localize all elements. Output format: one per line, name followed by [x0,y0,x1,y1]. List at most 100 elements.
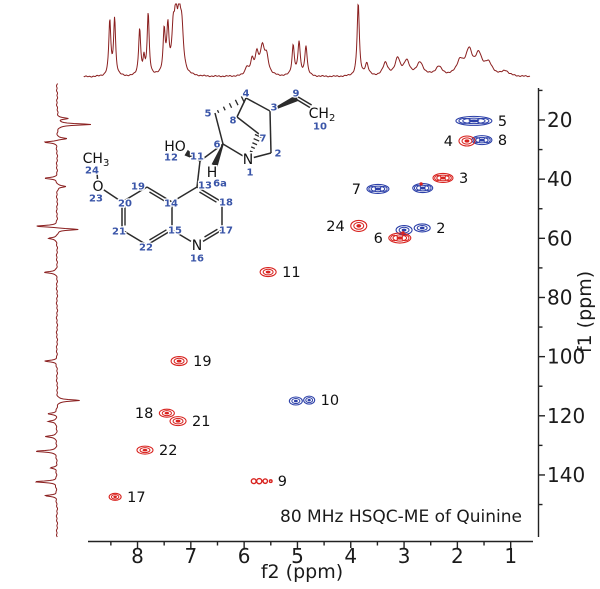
contour-ring [416,224,428,231]
contour-ring [432,172,454,184]
f1-tick-label: 80 [547,285,572,309]
peak-label-5: 5 [498,114,507,130]
bond-hash [250,146,256,150]
bond-hash [253,138,260,142]
atom-number-c11: 11 [190,152,204,163]
bond-double-inner [204,228,218,238]
peak-label-19: 19 [193,354,211,370]
figure-title: 80 MHz HSQC-ME of Quinine [280,507,522,527]
contour-ring [169,416,187,427]
f1-tick-label: 120 [547,404,585,428]
contour-ring [436,174,450,182]
artifact-speck [419,182,423,186]
bond-single [199,143,224,162]
peak-label-17: 17 [127,490,145,506]
contour-core [401,228,407,232]
bond-single [253,152,272,159]
atom-number-c4: 4 [243,89,250,100]
contour-ring [172,417,184,425]
contour-ring [395,224,413,236]
contour-ring [483,137,491,144]
bond-double [202,229,223,243]
cross-peak-24 [350,219,368,232]
contour-ring [458,117,472,124]
contour-ring [110,494,120,500]
bond-double [146,186,173,203]
contour-ring [366,183,390,194]
contour-ring [476,117,490,124]
peak-label-6: 6 [374,231,383,247]
bond-single [269,110,272,154]
molecule-structure: 192021221514131817N16O23CH32411HO12H6a65… [81,87,337,266]
bond-single [236,116,260,135]
f2-axis-title: f2 (ppm) [260,561,344,583]
atom-symbol-n1: N [243,152,253,168]
contour-ring [139,447,151,454]
contour-core [356,224,362,228]
peak-label-22: 22 [159,443,177,459]
contour-ring [350,219,368,232]
atom-symbol-n16: N [192,238,202,254]
peak-label-9: 9 [278,474,287,490]
contour-core [176,359,182,363]
atom-symbol-h6a: H [207,165,218,181]
contour-ring [475,136,489,144]
contour-core [142,448,148,452]
bond-single [103,189,123,203]
atom-symbol-c10: CH2 [309,106,336,124]
atom-number-c20: 20 [118,199,132,210]
atom-number-c7: 7 [260,134,267,145]
cross-peak-21 [169,416,187,427]
contour-ring [462,117,486,125]
contour-core [419,226,425,230]
f1-tick-label: 20 [547,108,572,132]
peak-label-18: 18 [135,406,153,422]
cross-peak-9 [250,477,273,485]
atom-number-c9: 9 [293,89,300,100]
f1-tick-label: 60 [547,226,572,250]
atom-number-c13: 13 [198,181,212,192]
contour-ring [388,232,412,244]
contour-ring [288,396,303,406]
f2-tick-label: 8 [131,544,144,568]
atom-symbol-c24: CH3 [83,151,110,169]
f2-tick-label: 2 [451,544,464,568]
contour-core [175,419,181,423]
bond-single [245,97,271,112]
peak-label-11: 11 [282,265,300,281]
cross-peak-7 [366,183,390,194]
contour-ring [303,395,316,405]
bond-hash [249,150,253,153]
atom-number-o12: 12 [164,153,178,164]
atom-number-c6: 6 [214,140,221,151]
carbon-projection-trace [34,83,91,538]
bond-single [214,112,224,145]
contour-ring [434,175,442,181]
atom-number-c19: 19 [131,182,145,193]
contour-core [164,411,170,415]
atom-number-c22: 22 [139,243,153,254]
cross-peak-10 [303,395,316,405]
cross-peak-17 [108,492,122,501]
f2-tick-label: 5 [291,544,304,568]
f2-tick-label: 6 [238,544,251,568]
contour-ring [458,135,476,147]
atom-number-c24: 24 [85,166,99,177]
peak-label-24: 24 [326,219,344,235]
contour-dot [250,478,257,485]
contour-ring [401,234,410,242]
contour-ring [413,185,422,192]
contour-ring [473,137,481,144]
bond-wedge [184,149,201,162]
f1-tick-label: 40 [547,167,572,191]
contour-ring [461,137,473,145]
bond-double-inner [149,191,167,203]
contour-ring [173,357,185,365]
contour-ring [444,175,452,181]
bond-single [121,229,148,246]
bond-double [295,98,311,109]
atom-number-c10: 10 [313,122,327,133]
cross-peak-19 [170,356,188,367]
bond-single [171,229,192,243]
